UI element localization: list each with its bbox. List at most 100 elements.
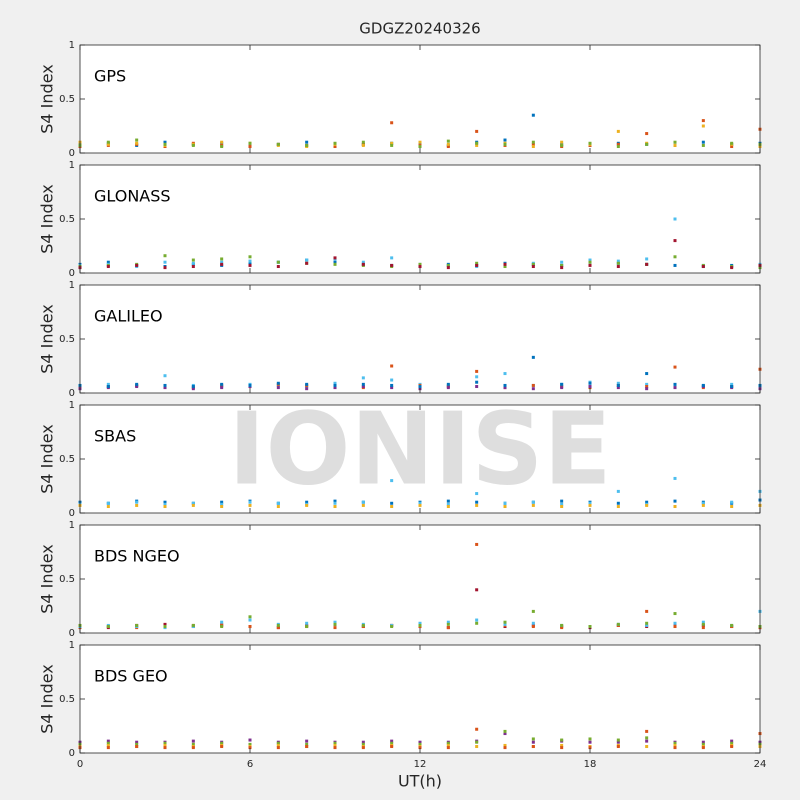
y-tick-label: 0.5 — [59, 214, 75, 225]
data-point — [135, 740, 139, 744]
data-point — [588, 737, 592, 741]
panel-label: GPS — [94, 67, 126, 86]
data-point — [418, 742, 422, 746]
data-point — [248, 738, 252, 742]
data-point — [446, 145, 450, 149]
x-tick-label: 24 — [754, 759, 767, 770]
axes-background — [80, 405, 760, 513]
data-point — [361, 503, 365, 507]
data-point — [446, 382, 450, 386]
data-point — [333, 260, 337, 264]
data-point — [701, 501, 705, 505]
y-tick-label: 0.5 — [59, 574, 75, 585]
data-point — [390, 263, 394, 267]
data-point — [475, 375, 479, 379]
data-point — [191, 742, 195, 746]
data-point — [475, 380, 479, 384]
data-point — [106, 260, 110, 264]
data-point — [531, 625, 535, 629]
data-point — [446, 743, 450, 747]
data-point — [333, 505, 337, 509]
data-point — [645, 385, 649, 389]
data-point — [135, 263, 139, 267]
data-point — [106, 625, 110, 629]
y-tick-label: 1 — [69, 520, 75, 531]
data-point — [333, 262, 337, 266]
data-point — [163, 505, 167, 509]
data-point — [106, 265, 110, 269]
data-point — [701, 740, 705, 744]
data-point — [616, 489, 620, 493]
data-point — [276, 743, 280, 747]
data-point — [531, 737, 535, 741]
data-point — [673, 476, 677, 480]
data-point — [390, 364, 394, 368]
data-point — [503, 386, 507, 390]
data-point — [361, 143, 365, 147]
data-point — [191, 503, 195, 507]
data-point — [191, 143, 195, 147]
data-point — [701, 742, 705, 746]
data-point — [673, 743, 677, 747]
data-point — [333, 746, 337, 750]
data-point — [588, 260, 592, 264]
data-point — [645, 609, 649, 613]
data-point — [220, 386, 224, 390]
data-point — [673, 741, 677, 745]
data-point — [220, 382, 224, 386]
data-point — [333, 501, 337, 505]
data-point — [503, 372, 507, 376]
x-tick-label: 18 — [584, 759, 597, 770]
data-point — [645, 621, 649, 625]
data-point — [531, 113, 535, 117]
y-tick-label: 1 — [69, 640, 75, 651]
data-point — [503, 265, 507, 269]
data-point — [361, 623, 365, 627]
data-point — [645, 745, 649, 749]
data-point — [305, 745, 309, 749]
data-point — [220, 260, 224, 264]
y-tick-label: 1 — [69, 40, 75, 51]
data-point — [645, 257, 649, 261]
data-point — [418, 740, 422, 744]
x-tick-label: 12 — [414, 759, 427, 770]
data-point — [446, 622, 450, 626]
data-point — [248, 625, 252, 629]
data-point — [730, 741, 734, 745]
data-point — [588, 385, 592, 389]
x-tick-label: 6 — [247, 759, 253, 770]
data-point — [191, 261, 195, 265]
data-point — [616, 129, 620, 133]
data-point — [191, 623, 195, 627]
data-point — [106, 743, 110, 747]
data-point — [475, 500, 479, 504]
data-point — [645, 736, 649, 740]
data-point — [475, 727, 479, 731]
data-point — [390, 386, 394, 390]
data-point — [645, 729, 649, 733]
data-point — [248, 141, 252, 145]
data-point — [560, 382, 564, 386]
data-point — [588, 258, 592, 262]
data-point — [305, 621, 309, 625]
y-axis-label: S4 Index — [38, 664, 57, 733]
y-tick-label: 0.5 — [59, 94, 75, 105]
data-point — [220, 257, 224, 261]
data-point — [361, 500, 365, 504]
data-point — [588, 141, 592, 145]
data-point — [361, 746, 365, 750]
data-point — [106, 501, 110, 505]
data-point — [475, 261, 479, 265]
data-point — [616, 383, 620, 387]
data-point — [503, 138, 507, 142]
data-point — [446, 626, 450, 630]
data-point — [305, 503, 309, 507]
data-point — [276, 623, 280, 627]
plots: GDGZ20240326 0 0.5 1 S4 Index GPS 0 0.5 1 S4 Inde… — [38, 20, 767, 791]
data-point — [560, 140, 564, 144]
data-point — [673, 217, 677, 221]
data-point — [163, 500, 167, 504]
data-point — [645, 142, 649, 146]
axes-background — [80, 165, 760, 273]
data-point — [730, 145, 734, 149]
